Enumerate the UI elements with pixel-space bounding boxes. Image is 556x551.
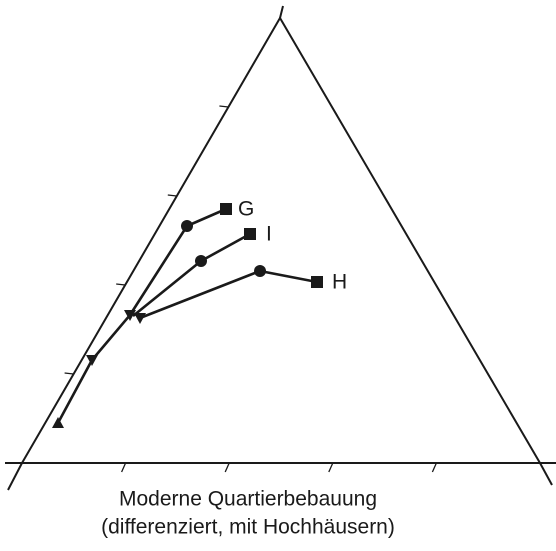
tick [219,105,229,108]
circle-marker [254,265,266,277]
tick [224,462,230,473]
triangle-left-side [21,16,541,464]
tick [487,373,494,383]
circle-marker [195,255,207,267]
square-marker [311,276,323,288]
tick [64,372,74,375]
series-label: G [238,198,254,221]
top-extension [279,5,284,19]
triangle-marker [86,355,98,366]
square-marker [244,228,256,240]
circle-marker [181,220,193,232]
tick [167,194,177,197]
tick [328,462,334,473]
triangle-marker [134,313,146,324]
tick [435,284,442,294]
triangle-marker [124,310,136,321]
tick [383,195,390,205]
ticks [64,105,494,473]
triangle-marker [52,417,64,428]
tick [331,106,338,116]
tick [431,462,437,473]
caption: Moderne Quartierbebauung [119,488,377,511]
square-marker [220,203,232,215]
tick [116,283,126,286]
series-label: H [332,271,347,294]
curve [132,232,251,318]
base-extension [539,462,553,486]
series-label: I [266,223,272,246]
curve [139,269,318,320]
base-extension [7,462,23,491]
tick [121,462,127,473]
curves [52,203,323,428]
caption: (differenziert, mit Hochhäusern) [101,516,395,539]
